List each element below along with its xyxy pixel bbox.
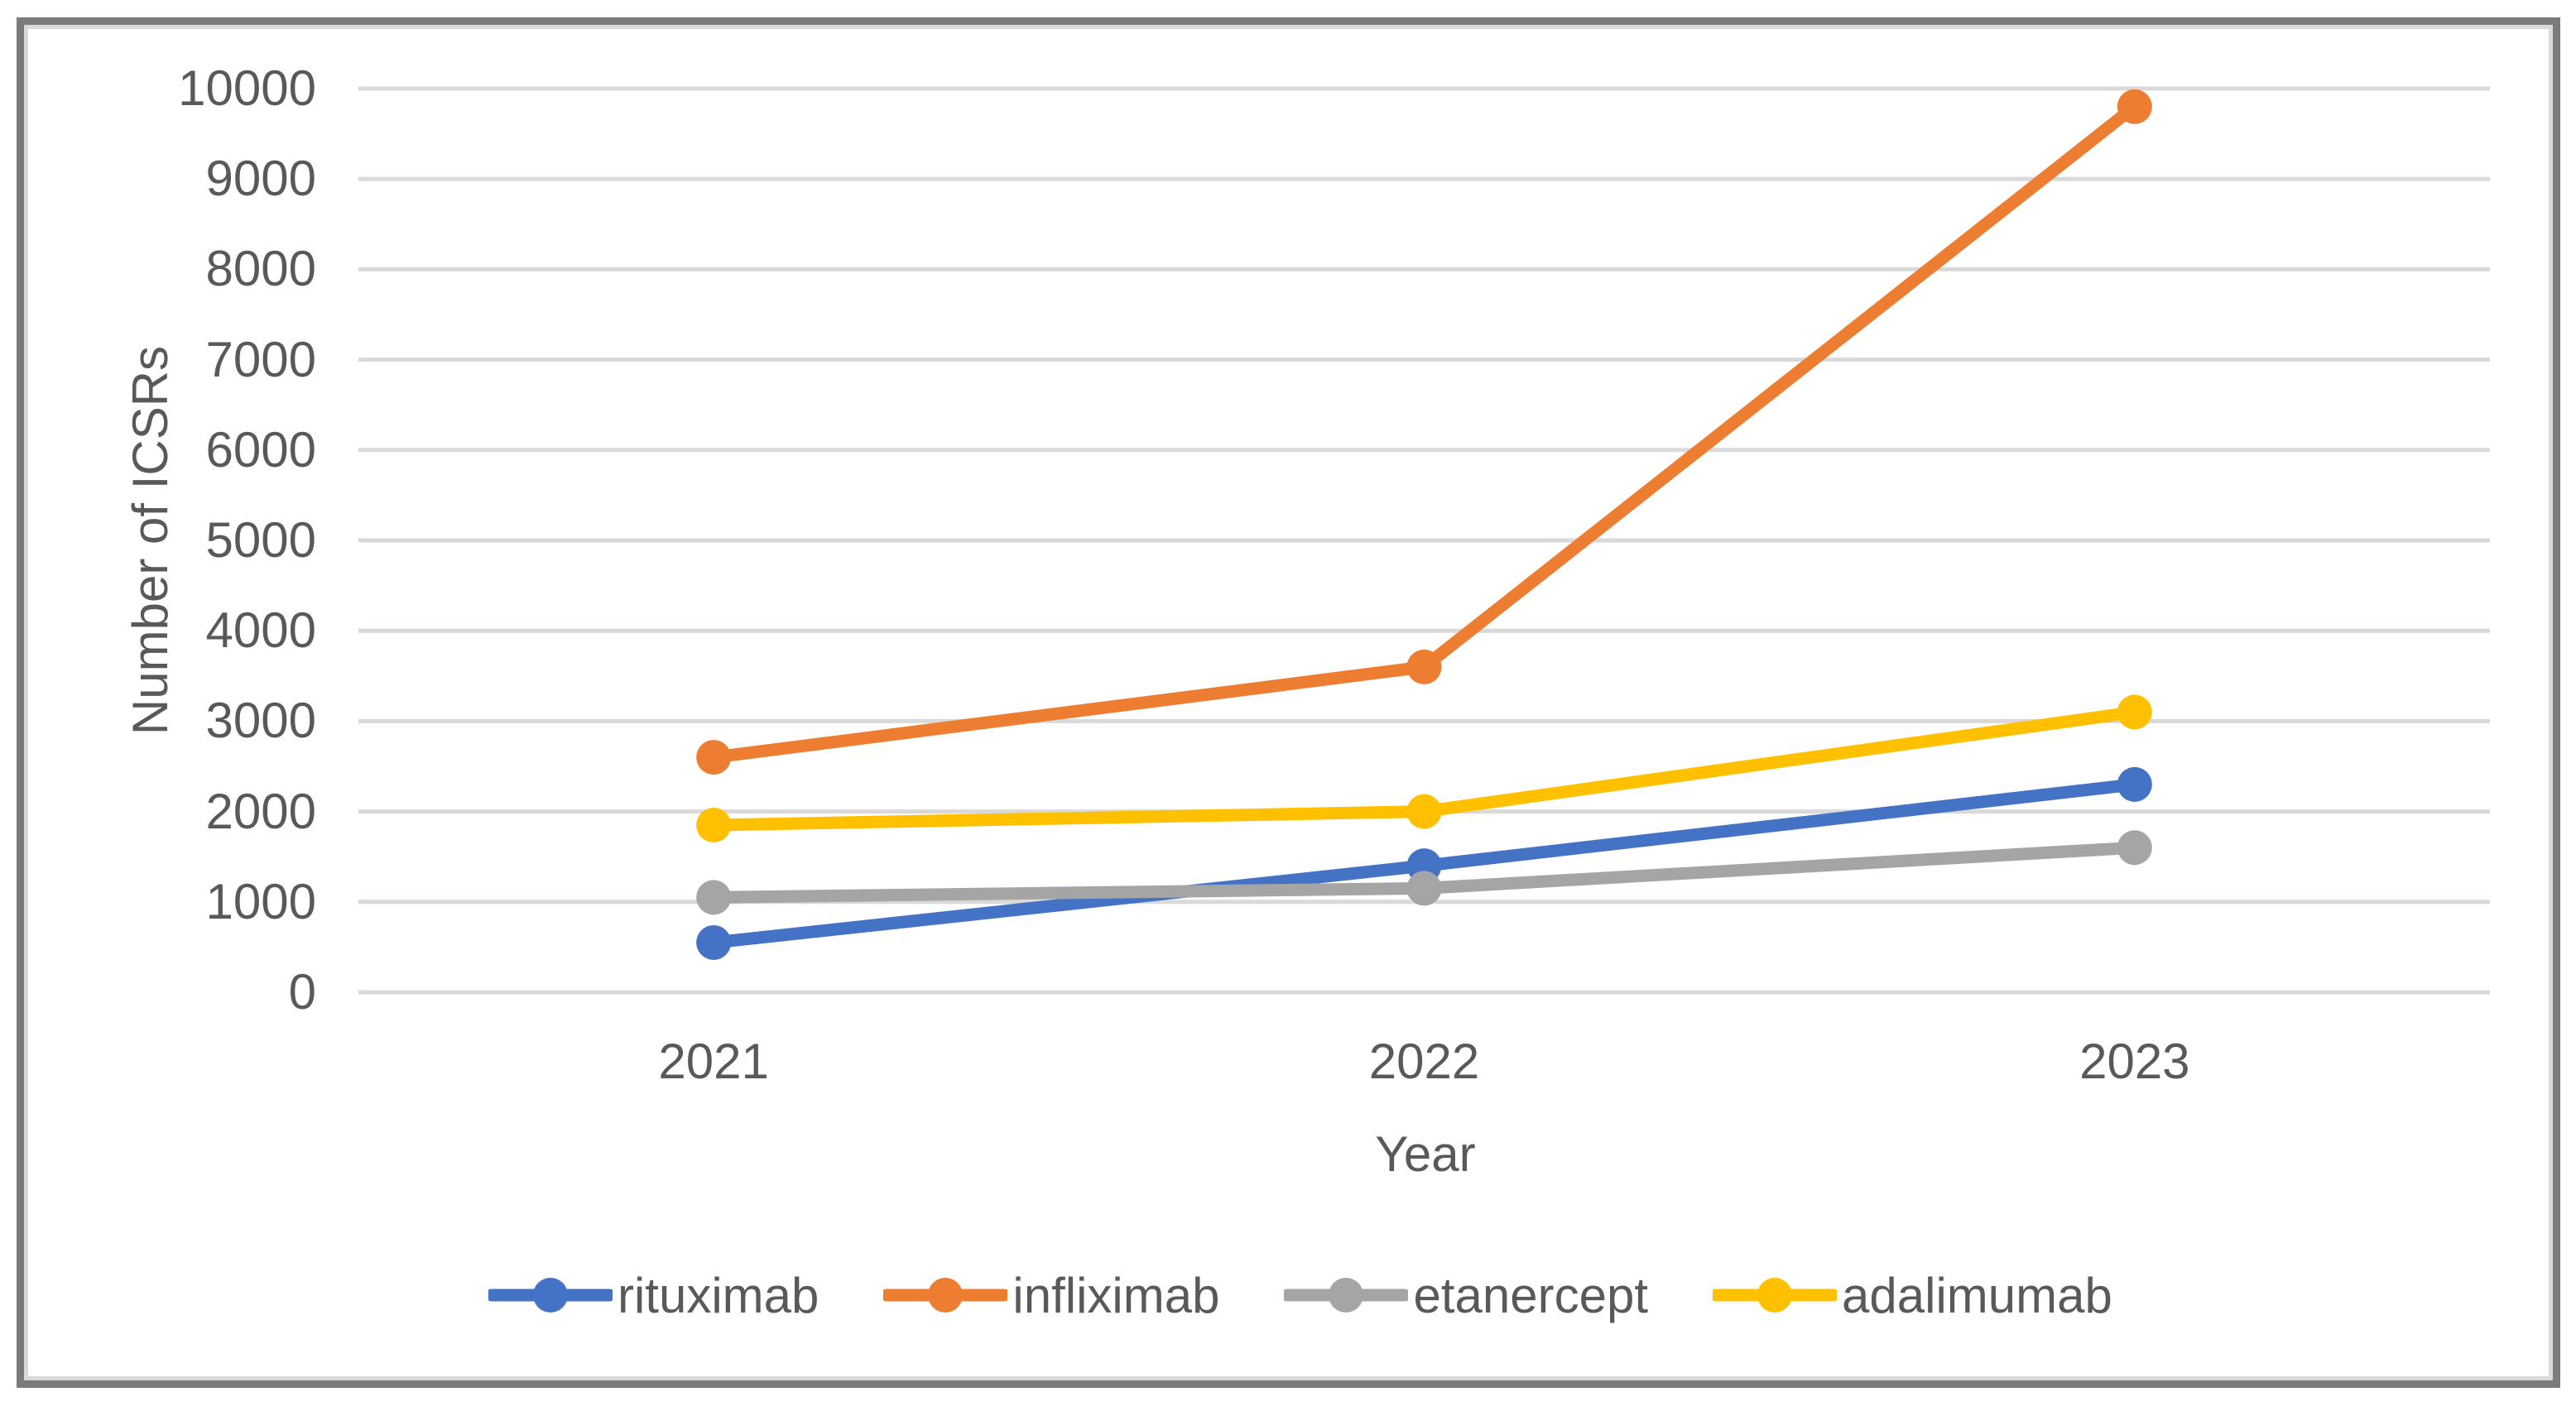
data-point-marker-infliximab — [1406, 649, 1442, 684]
legend-marker-icon — [1713, 1278, 1838, 1313]
data-point-marker-infliximab — [696, 740, 732, 775]
legend-item-rituximab: rituximab — [488, 1267, 819, 1324]
legend-label: adalimumab — [1842, 1267, 2112, 1323]
y-tick-label: 6000 — [205, 421, 316, 478]
legend-label: infliximab — [1012, 1267, 1220, 1323]
legend-marker-icon — [488, 1278, 613, 1313]
legend-label: rituximab — [618, 1267, 819, 1323]
data-point-marker-rituximab — [696, 924, 732, 960]
y-tick-label: 7000 — [205, 331, 316, 387]
data-point-marker-rituximab — [2117, 766, 2152, 802]
chart-legend: rituximab infliximab etanercept adalimumab — [488, 1267, 2112, 1324]
x-tick-label: 2021 — [658, 1034, 769, 1089]
y-tick-label: 1000 — [205, 873, 316, 929]
y-axis-title: Number of ICSRs — [123, 345, 178, 736]
y-tick-label: 2000 — [205, 783, 316, 839]
legend-item-infliximab: infliximab — [883, 1267, 1219, 1324]
legend-marker-icon — [1284, 1278, 1409, 1313]
legend-marker-icon — [883, 1278, 1008, 1313]
legend-label: etanercept — [1413, 1267, 1649, 1323]
data-point-marker-etanercept — [696, 880, 732, 915]
y-tick-label: 8000 — [205, 241, 316, 297]
y-tick-label: 5000 — [205, 512, 316, 568]
data-point-marker-adalimumab — [2117, 694, 2152, 730]
y-tick-label: 3000 — [205, 693, 316, 749]
data-point-marker-etanercept — [2117, 830, 2152, 866]
x-tick-label: 2022 — [1368, 1034, 1480, 1089]
data-point-marker-etanercept — [1406, 871, 1442, 906]
y-tick-label: 10000 — [178, 60, 316, 116]
legend-item-adalimumab: adalimumab — [1713, 1267, 2112, 1324]
x-axis-title: Year — [1375, 1126, 1476, 1182]
y-tick-label: 0 — [288, 964, 316, 1020]
data-point-marker-adalimumab — [696, 807, 732, 842]
data-point-marker-adalimumab — [1406, 794, 1442, 829]
legend-item-etanercept: etanercept — [1284, 1267, 1648, 1324]
data-point-marker-infliximab — [2117, 89, 2152, 124]
y-tick-label: 4000 — [205, 602, 316, 659]
y-tick-label: 9000 — [205, 151, 316, 207]
x-tick-label: 2023 — [2079, 1034, 2190, 1089]
